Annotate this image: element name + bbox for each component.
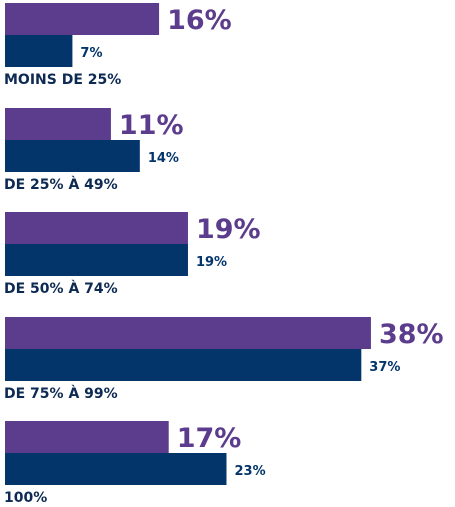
data-label-series-2: 23% — [234, 464, 265, 479]
data-label-series-1: 16% — [167, 5, 232, 36]
bar-series-1 — [5, 317, 371, 349]
bar-series-1 — [5, 212, 188, 244]
data-label-series-2: 37% — [369, 360, 400, 375]
category-label: DE 25% À 49% — [4, 176, 118, 193]
category-label: MOINS DE 25% — [4, 72, 121, 88]
data-label-series-1: 38% — [379, 319, 444, 350]
data-label-series-2: 19% — [196, 255, 227, 270]
data-label-series-1: 19% — [196, 214, 261, 245]
category-label: DE 50% À 74% — [4, 280, 118, 297]
data-label-series-2: 7% — [80, 46, 102, 61]
bar-series-2 — [5, 244, 188, 276]
data-label-series-1: 17% — [177, 423, 242, 454]
bar-series-2 — [5, 140, 140, 172]
bar-series-2 — [5, 349, 362, 381]
bar-series-1 — [5, 421, 169, 453]
data-label-series-1: 11% — [119, 110, 184, 141]
bar-series-2 — [5, 453, 227, 485]
data-label-series-2: 14% — [148, 151, 179, 166]
category-label: DE 75% À 99% — [4, 385, 118, 402]
bar-series-1 — [5, 108, 111, 140]
category-label: 100% — [4, 490, 47, 506]
bar-series-1 — [5, 3, 160, 35]
bar-series-2 — [5, 35, 73, 67]
